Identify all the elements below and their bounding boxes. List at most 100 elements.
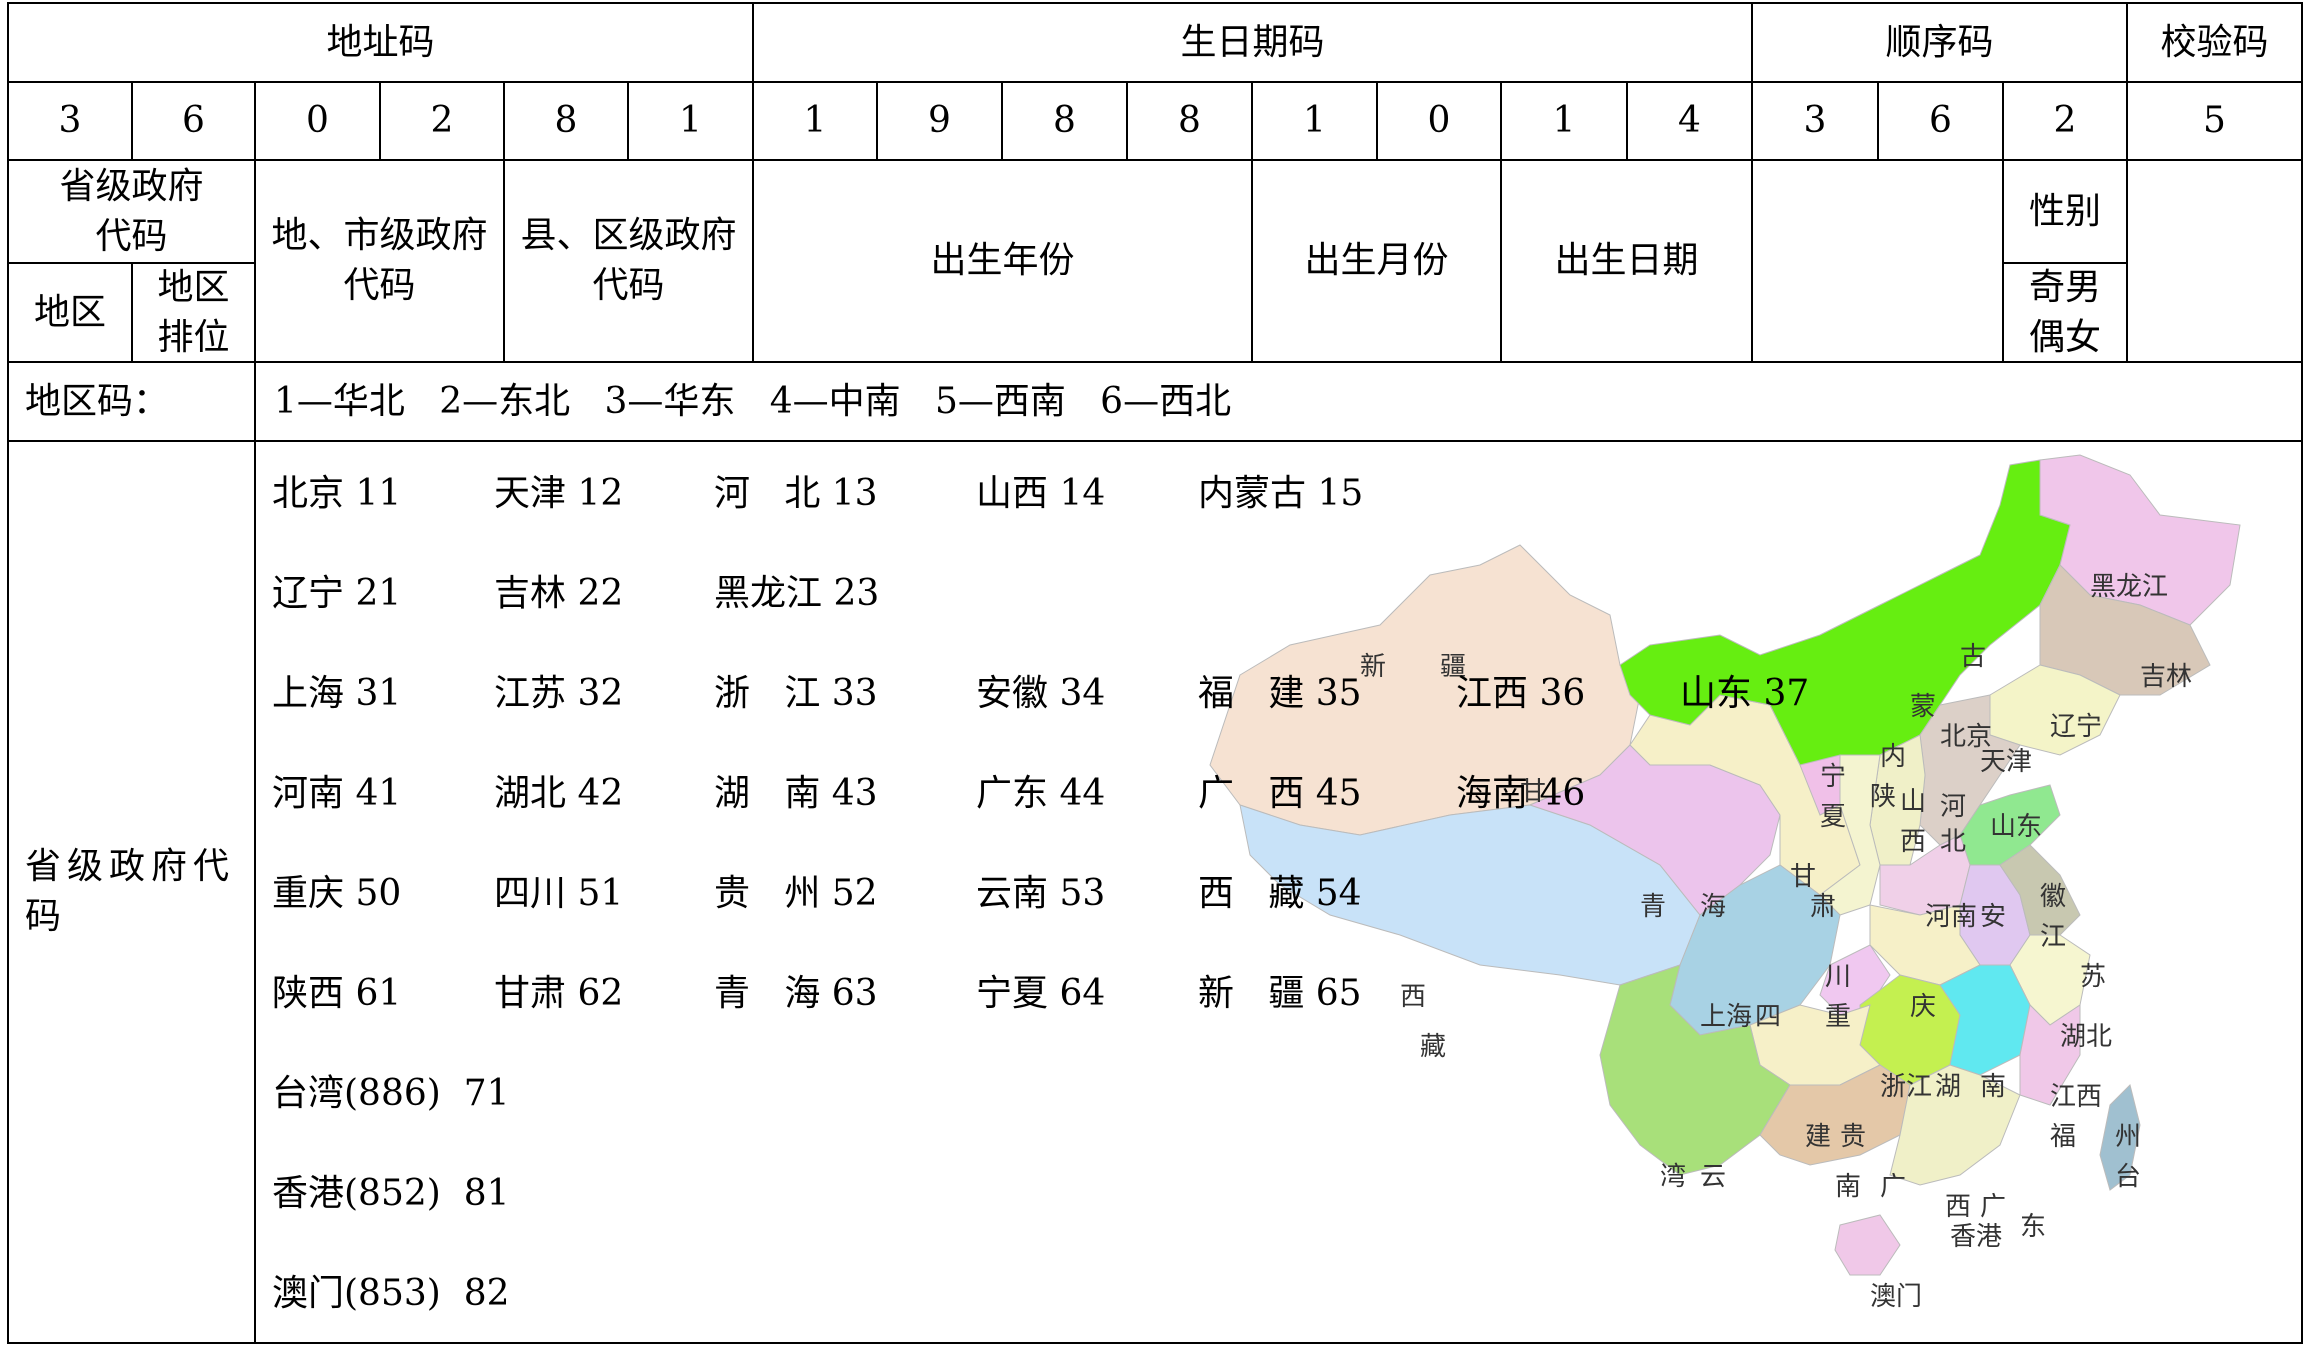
map-label: 河南 [1925,902,1977,932]
province-code: 天津 12 [494,473,624,514]
map-label: 甘 [1790,862,1816,892]
header-address-code: 地址码 [326,21,435,63]
map-label: 宁 [1820,762,1846,792]
province-code: 安徽 34 [976,673,1106,714]
digit-cell: 1 [1303,100,1326,141]
province-code: 青 海 63 [714,973,878,1014]
map-label: 澳门 [1870,1282,1922,1312]
map-label: 甘 [1520,777,1546,807]
digit-cell: 1 [1552,100,1576,141]
map-label: 台 [2115,1162,2141,1192]
map-label: 安 [1980,902,2006,932]
map-label: 广 [1880,1172,1906,1202]
province-code: 黑龙江 23 [714,573,880,614]
map-region-inner-mongolia [1619,459,2071,806]
map-label: 河 [1940,792,1966,822]
map-label: 内 [1880,742,1906,772]
map-label: 湖北 [2060,1022,2112,1052]
province-code: 河 北 13 [714,473,878,514]
map-label: 广 [1980,1192,2006,1222]
digit-cell: 3 [58,100,82,141]
header-sequence-code: 顺序码 [1885,21,1994,63]
label-region-rank: 地区 排位 [157,266,230,358]
map-label: 海 [1700,892,1726,922]
province-code: 云南 53 [976,873,1106,914]
map-label: 浙江 [1880,1072,1932,1102]
map-label: 藏 [1420,1032,1446,1062]
province-code: 湖北 42 [494,773,624,814]
map-label: 四 [1755,1002,1781,1032]
province-code: 香港(852) 81 [272,1173,510,1214]
map-region-hainan [1834,1214,1901,1276]
province-code: 四川 51 [494,873,624,914]
label-city-code: 地、市级政府 代码 [271,215,488,306]
digit-cell: 6 [1929,100,1952,141]
map-region-shaanxi [1819,754,1881,916]
label-birth-day: 出生日期 [1554,240,1699,281]
label-county-code: 县、区级政府 代码 [520,215,737,306]
province-code: 新 疆 65 [1198,973,1362,1014]
map-label: 重 [1825,1002,1851,1032]
province-code: 甘肃 62 [494,973,624,1014]
map-label: 建 [1805,1122,1831,1152]
province-code: 湖 南 43 [714,773,878,814]
province-code: 辽宁 21 [272,573,402,614]
province-code: 广 西 45 [1198,773,1362,814]
digit-cell: 8 [1053,100,1076,141]
map-label: 香港 [1950,1222,2002,1252]
map-region-guangdong [1889,1064,2021,1186]
map-label: 上海 [1700,1002,1752,1032]
province-code: 福 建 35 [1198,673,1362,714]
map-label: 庆 [1910,992,1936,1022]
map-label: 肃 [1810,892,1836,922]
label-province-code: 省级政府 代码 [59,165,204,257]
map-region-fujian [2019,1003,2081,1106]
digit-cell: 0 [306,100,329,141]
digit-cell: 1 [803,100,827,141]
digit-cell: 1 [679,100,702,141]
header-check-code: 校验码 [2160,21,2269,63]
label-birth-year: 出生年份 [930,240,1075,281]
province-code: 台湾(886) 71 [272,1073,510,1114]
province-code: 北京 11 [272,473,402,514]
digit-cell: 8 [554,100,578,141]
province-code: 江苏 32 [494,673,624,714]
label-odd-even: 奇男 偶女 [2028,266,2101,358]
map-region-jilin [2039,564,2211,696]
map-label: 山东 [1990,812,2042,842]
map-label: 夏 [1820,802,1846,832]
province-code: 海南 46 [1456,773,1586,814]
province-code: 内蒙古 15 [1198,473,1364,514]
region-code-values: 1—华北 2—东北 3—华东 4—中南 5—西南 6—西北 [274,380,1232,422]
digit-cell: 3 [1803,100,1827,141]
map-label: 吉林 [2140,662,2192,692]
province-code: 陕西 61 [272,973,402,1014]
header-birth-date-code: 生日期码 [1180,21,1325,63]
map-label: 江 [2040,922,2066,952]
digit-cell: 6 [182,100,205,141]
province-code: 山西 14 [976,473,1106,514]
map-label: 湾 [1660,1162,1686,1192]
province-code: 贵 州 52 [714,873,878,914]
map-label: 北京 [1940,722,1992,752]
map-label: 青 [1640,892,1666,922]
map-region-jiangsu [1999,844,2081,936]
map-label: 川 [1825,962,1851,992]
digit-cell: 2 [2053,100,2077,141]
map-label: 山 [1900,787,1926,817]
label-birth-month: 出生月份 [1304,240,1449,281]
map-label: 陕 [1870,782,1896,812]
province-code: 澳门(853) 82 [272,1273,510,1314]
map-region-taiwan [2099,1084,2141,1191]
map-label: 黑龙江 [2090,572,2168,602]
province-code: 吉林 22 [494,573,624,614]
province-code: 山东 37 [1680,673,1810,714]
digit-cell: 9 [928,100,951,141]
map-label: 州 [2115,1122,2141,1152]
label-region: 地区 [33,291,106,333]
digit-cell: 4 [1678,100,1701,141]
province-code: 宁夏 64 [976,973,1106,1014]
digit-cell: 8 [1178,100,1201,141]
